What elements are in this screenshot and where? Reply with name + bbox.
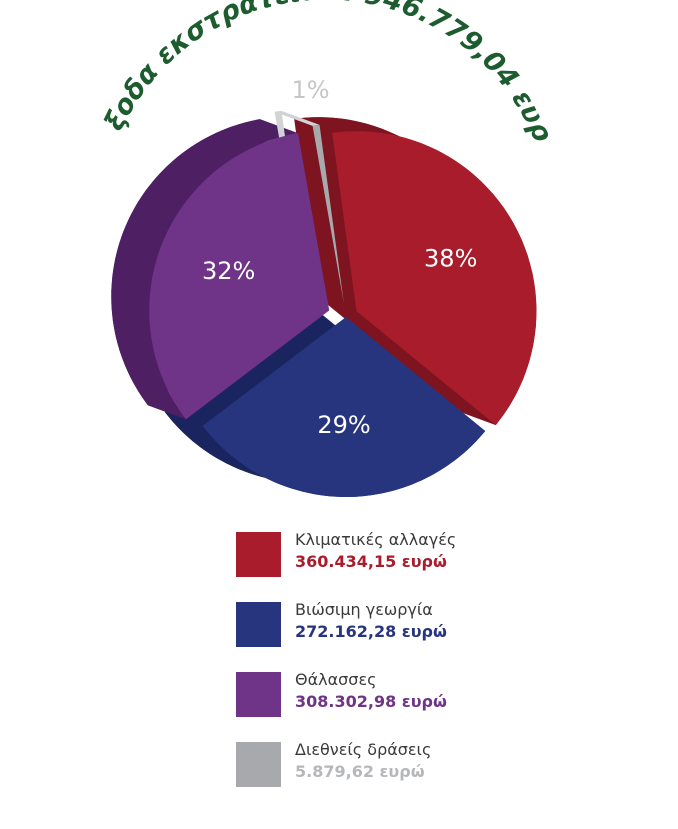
legend-value-climate: 360.434,15 ευρώ: [295, 552, 447, 571]
legend-item-climate: Κλιματικές αλλαγές 360.434,15 ευρώ: [236, 528, 616, 594]
legend-item-international: Διεθνείς δράσεις 5.879,62 ευρώ: [236, 738, 616, 804]
pie-label-seas: 32%: [202, 257, 255, 285]
legend-swatch-agriculture: [236, 602, 281, 647]
pie-slice-agriculture: [202, 317, 486, 498]
legend-value-agriculture: 272.162,28 ευρώ: [295, 622, 447, 641]
legend-label-climate: Κλιματικές αλλαγές: [295, 530, 457, 549]
legend-value-international: 5.879,62 ευρώ: [295, 762, 425, 781]
legend-swatch-international: [236, 742, 281, 787]
pie-slice-climate: [332, 131, 537, 426]
chart-legend: Κλιματικές αλλαγές 360.434,15 ευρώ Βιώσι…: [236, 528, 616, 808]
legend-swatch-climate: [236, 532, 281, 577]
legend-value-seas: 308.302,98 ευρώ: [295, 692, 447, 711]
pie-edge-seas: [111, 119, 298, 420]
legend-item-agriculture: Βιώσιμη γεωργία 272.162,28 ευρώ: [236, 598, 616, 664]
legend-swatch-seas: [236, 672, 281, 717]
pie-slice-seas: [149, 133, 330, 420]
legend-label-seas: Θάλασσες: [295, 670, 377, 689]
legend-label-international: Διεθνείς δράσεις: [295, 740, 432, 759]
pie-edge-international: [274, 110, 320, 126]
pie-label-agriculture: 29%: [317, 411, 370, 439]
legend-item-seas: Θάλασσες 308.302,98 ευρώ: [236, 668, 616, 734]
pie-label-international: 1%: [291, 76, 329, 104]
legend-label-agriculture: Βιώσιμη γεωργία: [295, 600, 433, 619]
pie-label-climate: 38%: [424, 244, 477, 272]
pie-chart: Έξοδα εκστρατειών: 946.779,04 ευρώ 38%29…: [0, 0, 558, 498]
pie-slice-international: [312, 124, 344, 304]
